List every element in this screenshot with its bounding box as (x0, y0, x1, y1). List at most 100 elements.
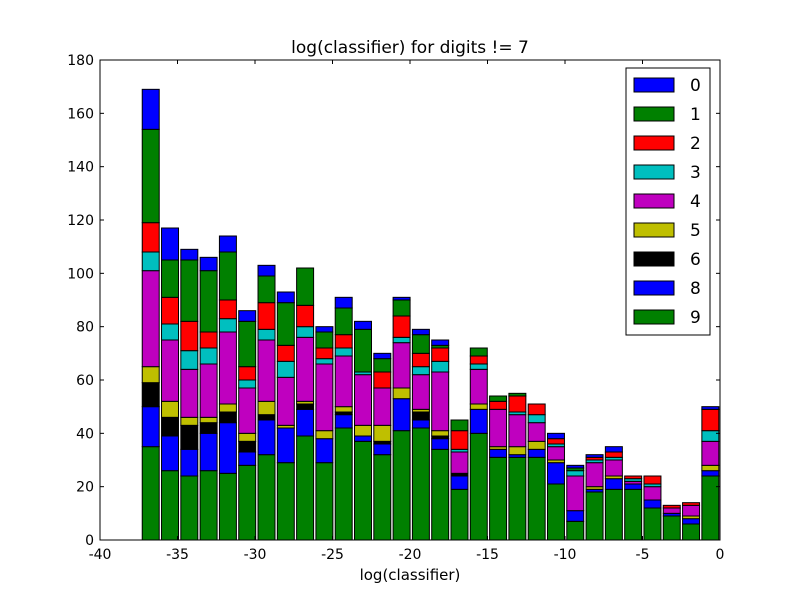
bar-segment (315, 331, 334, 349)
bar-segment (238, 320, 257, 368)
bar-segment (682, 523, 701, 541)
legend-swatch (633, 164, 675, 180)
bar-segment (701, 475, 720, 541)
bar-segment (527, 403, 546, 416)
bar-segment (238, 440, 257, 453)
bar-segment (450, 451, 469, 474)
bar-segment (450, 475, 469, 490)
bar-segment (469, 432, 488, 541)
bar-segment (662, 504, 681, 509)
bar-segment (238, 310, 257, 322)
x-tick-label: -20 (399, 547, 422, 563)
bar-segment (469, 403, 488, 410)
bar-segment (392, 430, 411, 541)
bar-segment (354, 328, 372, 373)
bar-segment (141, 406, 160, 448)
bar-segment (604, 478, 623, 490)
bar-segment (238, 432, 257, 442)
bar-segment (431, 430, 450, 437)
bar-segment (238, 379, 257, 389)
bar-segment (334, 307, 353, 336)
bar-segment (161, 435, 180, 472)
x-tick-label: -15 (476, 547, 499, 563)
bar-segment (141, 446, 160, 541)
legend-swatch (633, 251, 675, 267)
bar-segment (296, 267, 315, 306)
legend-label: 5 (690, 221, 701, 241)
y-tick-label: 120 (67, 213, 94, 229)
bar-segment (199, 470, 218, 541)
bar-segment (643, 486, 662, 501)
bar-segment (411, 352, 430, 368)
bar-segment (701, 406, 720, 410)
bar-segment (218, 472, 237, 541)
bar-segment (392, 342, 411, 389)
bar-segment (238, 366, 257, 381)
bar-segment (161, 259, 180, 298)
bar-segment (431, 371, 450, 432)
bar-segment (218, 318, 237, 333)
bar-segment (411, 419, 430, 429)
bar-segment (199, 331, 218, 349)
legend-swatch (633, 106, 675, 122)
y-tick-label: 0 (85, 533, 94, 549)
bar-segment (334, 334, 353, 349)
y-tick-label: 160 (67, 106, 94, 122)
bar-segment (431, 448, 450, 541)
bar-segment (604, 451, 623, 458)
bar-segment (218, 403, 237, 413)
bar-segment (296, 408, 315, 437)
chart-title: log(classifier) for digits != 7 (291, 38, 529, 58)
bar-segment (141, 222, 160, 253)
bar-segment (334, 347, 353, 357)
bar-segment (508, 456, 527, 541)
bar-segment (257, 302, 276, 330)
bar-segment (334, 406, 353, 413)
y-tick-label: 140 (67, 160, 94, 176)
bar-segment (701, 440, 720, 466)
bar-segment (161, 323, 180, 341)
bar-segment (141, 382, 160, 408)
legend-swatch (633, 77, 675, 93)
bar-segment (257, 328, 276, 341)
y-tick-label: 180 (67, 53, 94, 69)
bar-segment (180, 368, 199, 418)
bar-segment (180, 475, 199, 541)
bar-segment (315, 326, 334, 333)
bar-segment (218, 299, 237, 320)
x-tick-label: -30 (244, 547, 267, 563)
bar-segment (527, 422, 546, 442)
bar-segment (604, 488, 623, 541)
bar-segment (392, 336, 411, 344)
bar-segment (489, 448, 508, 458)
bar-segment (141, 128, 160, 224)
bar-segment (431, 438, 450, 450)
bar-segment (180, 320, 199, 352)
bar-segment (354, 435, 372, 442)
x-tick-label: 0 (716, 547, 725, 563)
legend-swatch (633, 280, 675, 296)
bar-segment (199, 347, 218, 365)
bar-segment (701, 408, 720, 432)
bar-segment (334, 427, 353, 541)
bar-segment (315, 430, 334, 440)
bar-segment (527, 456, 546, 541)
bar-segment (411, 366, 430, 376)
bar-segment (624, 475, 643, 480)
bar-segment (257, 275, 276, 304)
bar-segment (546, 438, 565, 445)
bar-segment (276, 302, 295, 346)
bar-segment (180, 350, 199, 370)
bar-segment (373, 454, 392, 541)
bar-segment (199, 256, 218, 272)
bar-segment (141, 270, 160, 368)
bar-segment (257, 454, 276, 541)
bar-segment (180, 424, 199, 450)
bar-segment (701, 470, 720, 477)
bar-segment (508, 395, 527, 413)
bar-segment (161, 296, 180, 325)
bar-segment (411, 334, 430, 354)
bar-segment (276, 427, 295, 464)
